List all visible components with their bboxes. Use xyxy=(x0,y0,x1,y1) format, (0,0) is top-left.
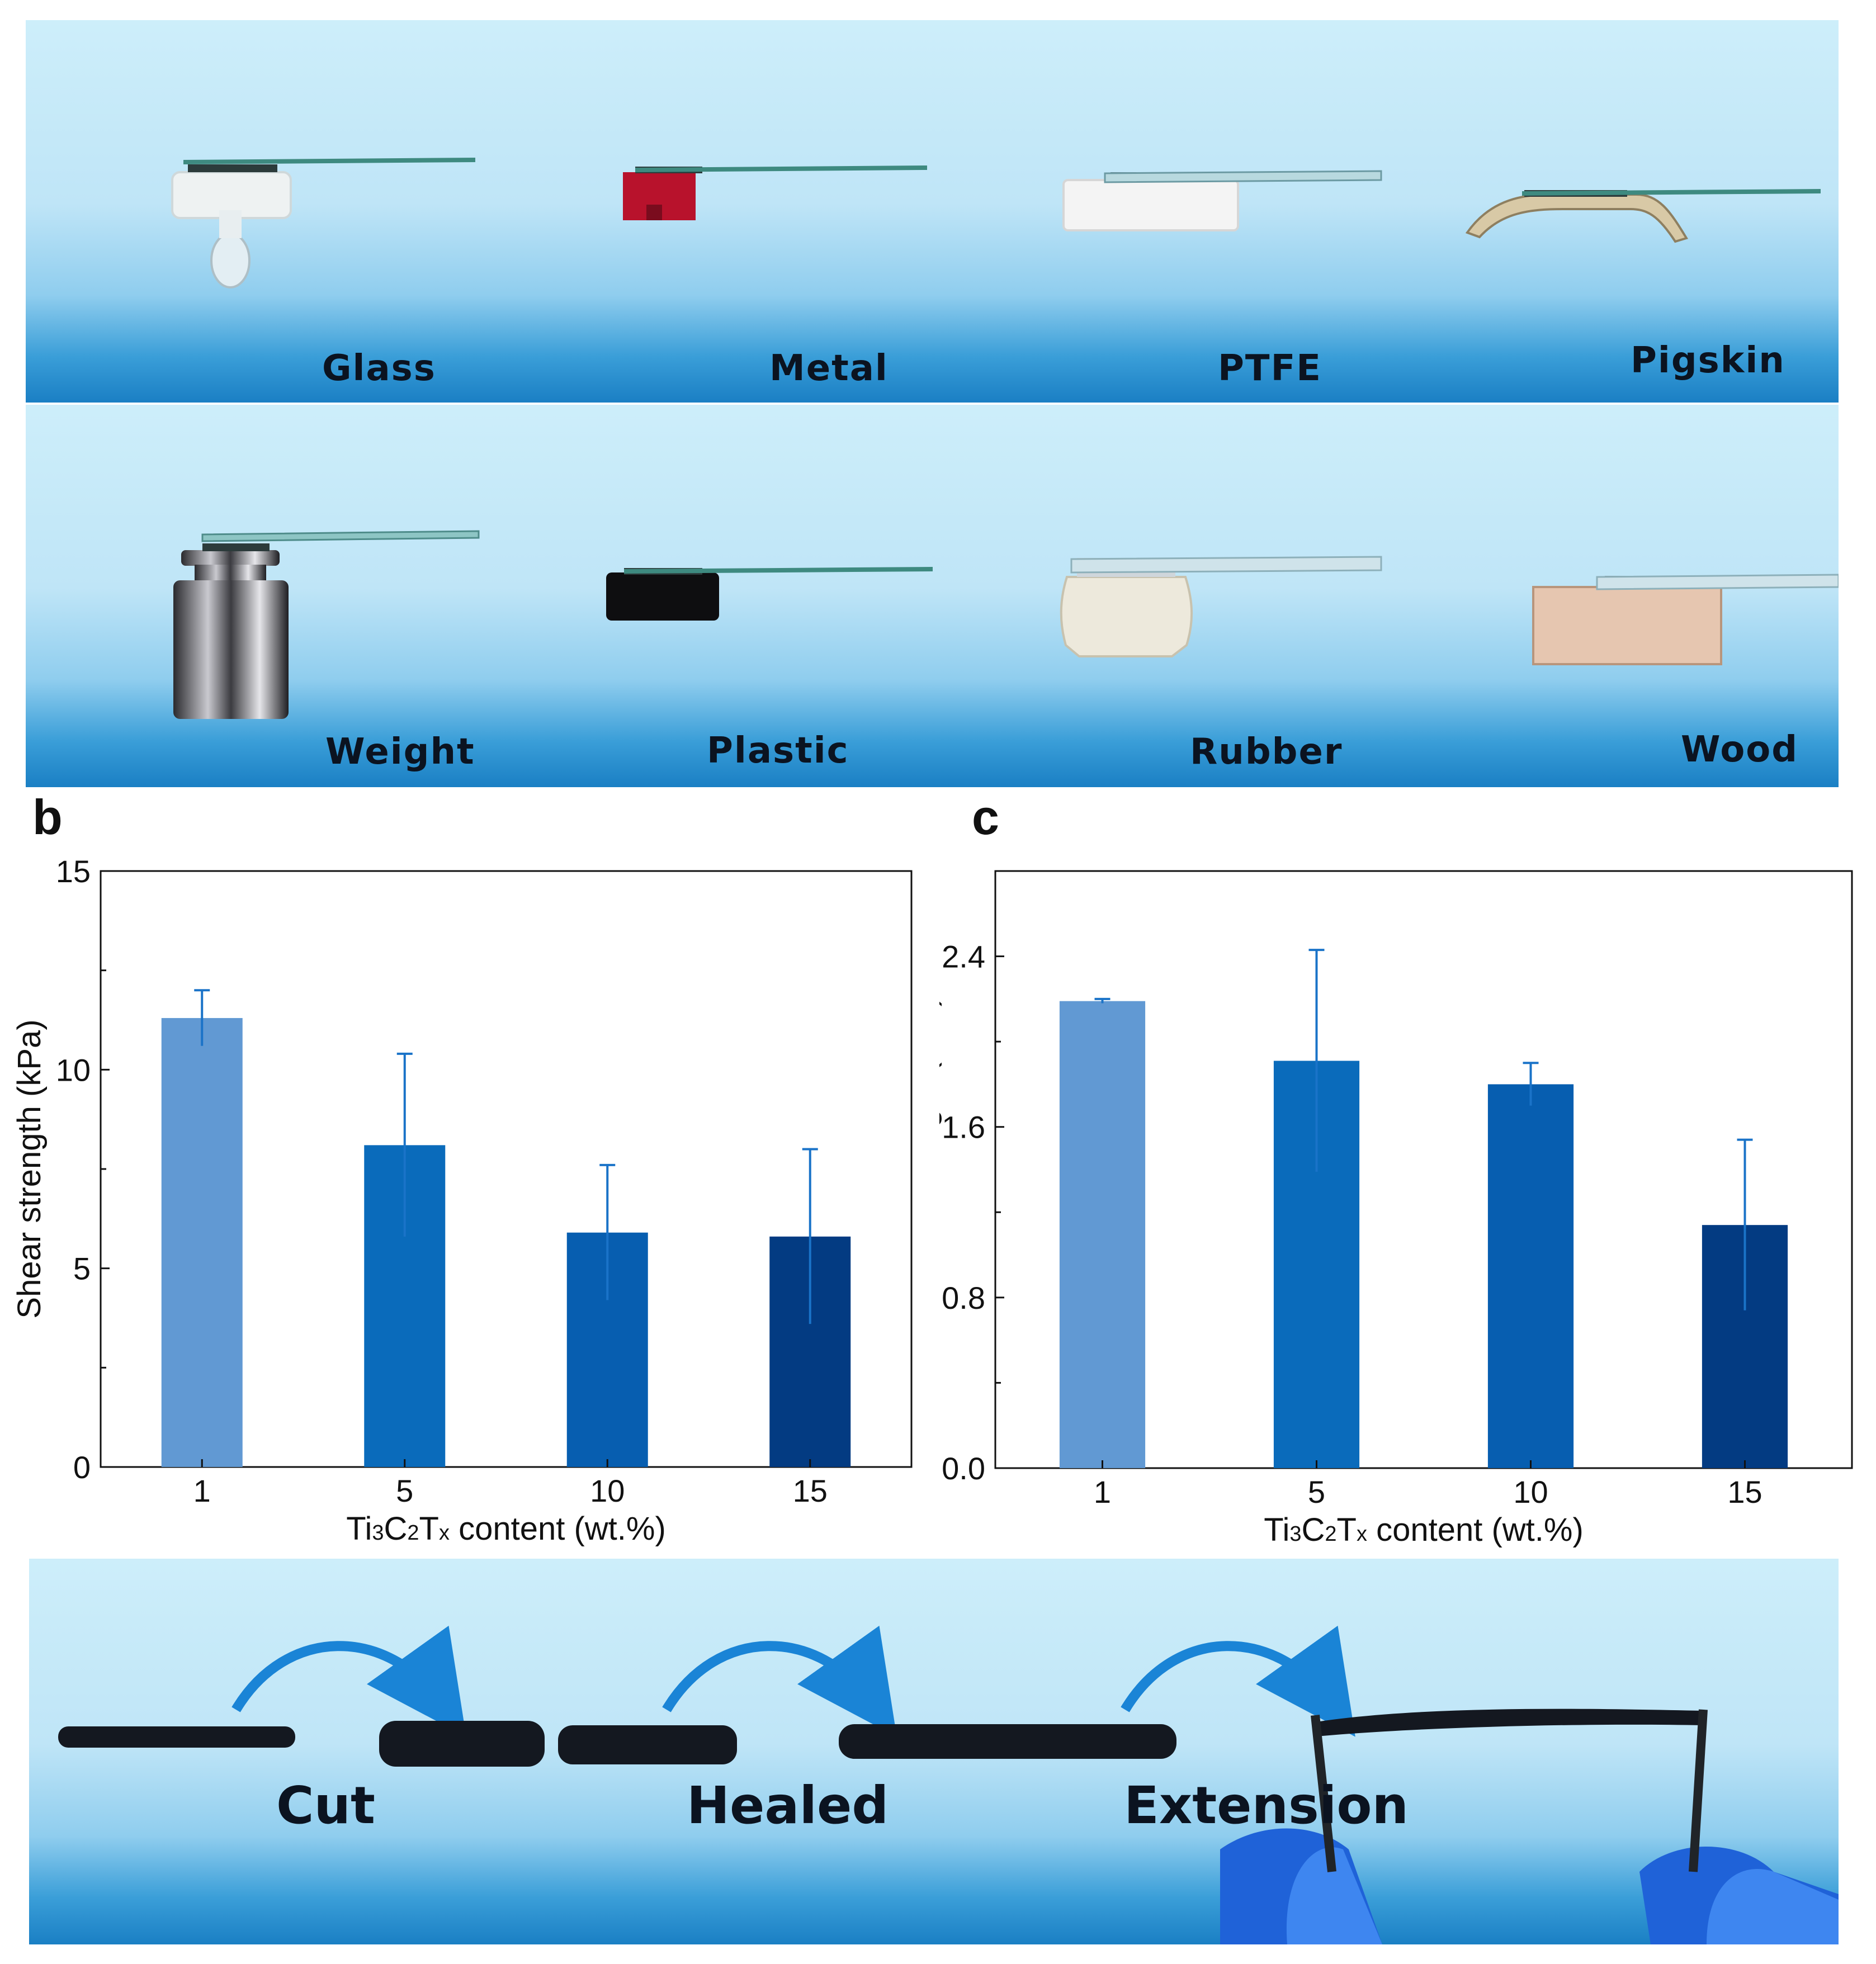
healing-label-extension: Extension xyxy=(1124,1776,1409,1835)
substrate-label-metal: Metal xyxy=(769,348,889,389)
chart-b-y-tick-label: 15 xyxy=(56,854,91,889)
substrate-label-pigskin: Pigskin xyxy=(1631,340,1785,381)
substrate-label-wood: Wood xyxy=(1681,729,1799,770)
self-healing-photo: Cut Healed Extension xyxy=(29,1559,1839,1944)
self-healing-photo-art xyxy=(58,1625,1839,1944)
panel-c-letter: c xyxy=(972,789,999,845)
panel-b-letter: b xyxy=(32,789,63,845)
chart-c: 0.0 0.8 1.6 2.4 1 5 10 15 Ti3C2Tx content (wt.%)… xyxy=(906,816,1876,1560)
chart-c-y-axis-title: Adhesion strength (kPa) xyxy=(939,996,942,1343)
substrate-label-rubber: Rubber xyxy=(1190,731,1343,773)
chart-c-y-tick-label: 0.8 xyxy=(942,1280,985,1315)
chart-b-y-tick-label: 0 xyxy=(73,1450,91,1485)
chart-b: 0 5 10 15 1 5 10 15 Ti3C2Tx content (wt.%) Shear … xyxy=(0,816,939,1560)
chart-b-x-axis-title: Ti3C2Tx content (wt.%) xyxy=(346,1511,666,1547)
healing-label-healed: Healed xyxy=(687,1776,889,1835)
chart-b-x-tick-label: 5 xyxy=(396,1473,413,1508)
chart-b-x-tick-label: 1 xyxy=(193,1473,211,1508)
chart-b-y-tick-label: 5 xyxy=(73,1251,91,1286)
chart-c-x-tick-label: 15 xyxy=(1727,1474,1762,1509)
substrate-photo-row1: Glass Metal PTFE Pigskin xyxy=(26,20,1839,403)
healing-label-cut: Cut xyxy=(276,1776,375,1835)
chart-c-bar-1 xyxy=(1059,1001,1146,1468)
chart-c-bar-10 xyxy=(1487,1084,1574,1468)
substrate-photo-row1-art xyxy=(171,158,1821,288)
chart-c-y-tick-label: 1.6 xyxy=(942,1110,985,1145)
substrate-label-plastic: Plastic xyxy=(707,730,849,772)
chart-b-bar-1 xyxy=(161,1018,243,1467)
chart-b-y-axis-title: Shear strength (kPa) xyxy=(11,1019,48,1318)
substrate-label-weight: Weight xyxy=(325,731,475,773)
chart-c-x-tick-label: 5 xyxy=(1308,1474,1325,1509)
chart-c-x-tick-label: 10 xyxy=(1513,1474,1548,1509)
substrate-photo-row2: Weight Plastic Rubber Wood xyxy=(26,405,1839,787)
substrate-label-glass: Glass xyxy=(322,348,436,389)
substrate-photo-row2-art xyxy=(173,530,1839,719)
chart-c-x-tick-label: 1 xyxy=(1094,1474,1111,1509)
chart-c-y-tick-label: 0.0 xyxy=(942,1451,985,1486)
chart-b-x-tick-label: 15 xyxy=(793,1473,828,1508)
chart-b-x-tick-label: 10 xyxy=(590,1473,625,1508)
chart-b-y-tick-label: 10 xyxy=(56,1052,91,1087)
chart-c-plot-frame xyxy=(994,870,1853,1469)
substrate-label-ptfe: PTFE xyxy=(1218,348,1322,389)
chart-c-x-axis-title: Ti3C2Tx content (wt.%) xyxy=(1264,1512,1584,1548)
chart-c-y-tick-label: 2.4 xyxy=(942,939,985,974)
